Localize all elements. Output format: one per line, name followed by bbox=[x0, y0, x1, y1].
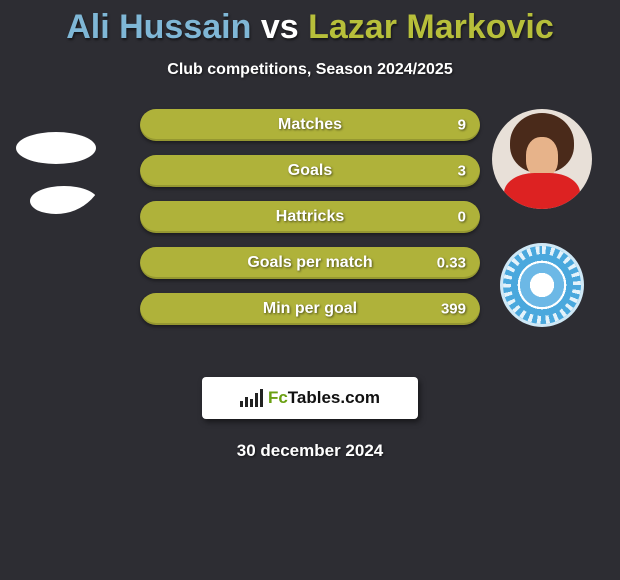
portrait-face bbox=[526, 137, 558, 177]
footer-date: 30 december 2024 bbox=[0, 441, 620, 461]
portrait-shirt bbox=[504, 173, 580, 209]
brand-text: FcTables.com bbox=[268, 388, 380, 408]
placeholder-shape bbox=[30, 186, 98, 214]
brand-domain: .com bbox=[340, 388, 380, 407]
stat-bar-goals: Goals 3 bbox=[140, 155, 480, 187]
player1-portrait bbox=[6, 114, 106, 214]
subtitle: Club competitions, Season 2024/2025 bbox=[0, 61, 620, 79]
stat-value-right: 0 bbox=[458, 209, 466, 226]
stat-label: Goals bbox=[288, 162, 332, 180]
stat-bar-min-per-goal: Min per goal 399 bbox=[140, 293, 480, 325]
placeholder-shape bbox=[16, 132, 96, 164]
stat-bar-hattricks: Hattricks 0 bbox=[140, 201, 480, 233]
title-player2: Lazar Markovic bbox=[308, 8, 554, 46]
title-player1: Ali Hussain bbox=[66, 8, 251, 46]
stat-value-right: 399 bbox=[441, 301, 466, 318]
stat-bars: Matches 9 Goals 3 Hattricks 0 Goals per … bbox=[140, 109, 480, 339]
comparison-stage: Matches 9 Goals 3 Hattricks 0 Goals per … bbox=[0, 109, 620, 359]
stat-value-right: 3 bbox=[458, 163, 466, 180]
stat-value-right: 9 bbox=[458, 117, 466, 134]
brand-prefix: Fc bbox=[268, 388, 288, 407]
brand-suffix: Tables bbox=[288, 388, 341, 407]
bar-chart-icon bbox=[240, 389, 262, 407]
stat-bar-goals-per-match: Goals per match 0.33 bbox=[140, 247, 480, 279]
player2-portrait bbox=[492, 109, 592, 209]
brand-box[interactable]: FcTables.com bbox=[202, 377, 418, 419]
stat-value-right: 0.33 bbox=[437, 255, 466, 272]
stat-label: Goals per match bbox=[247, 254, 372, 272]
title-vs: vs bbox=[251, 8, 308, 46]
page-title: Ali Hussain vs Lazar Markovic bbox=[0, 0, 620, 47]
player2-club-badge bbox=[500, 243, 584, 327]
stat-label: Min per goal bbox=[263, 300, 357, 318]
stat-label: Matches bbox=[278, 116, 342, 134]
stat-label: Hattricks bbox=[276, 208, 344, 226]
stat-bar-matches: Matches 9 bbox=[140, 109, 480, 141]
